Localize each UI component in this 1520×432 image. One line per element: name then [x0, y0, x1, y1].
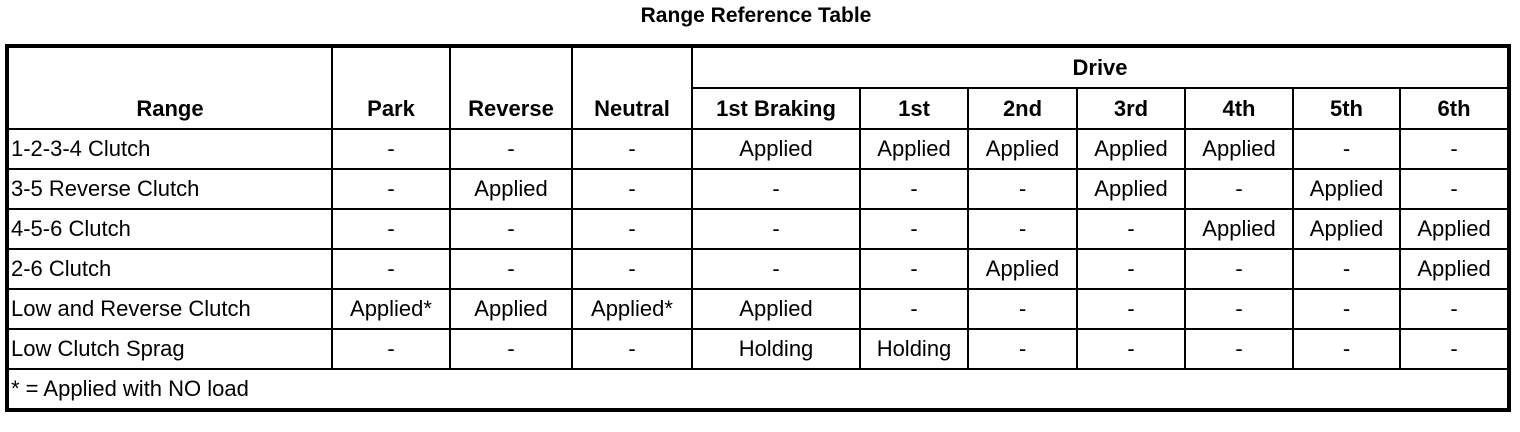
- row-label: 3-5 Reverse Clutch: [6, 168, 333, 210]
- header-park: Park: [331, 45, 451, 130]
- table-cell: -: [331, 208, 451, 250]
- table-cell: -: [1292, 128, 1401, 170]
- table-title: Range Reference Table: [640, 4, 872, 27]
- table-cell: Applied: [859, 128, 969, 170]
- table-cell: -: [1398, 328, 1511, 370]
- table-cell: Applied: [449, 168, 573, 210]
- table-cell: -: [859, 288, 969, 330]
- header-row: 1st Braking 1st 2nd 3rd 4th 5th 6th: [7, 87, 1511, 130]
- row-label: 1-2-3-4 Clutch: [6, 128, 333, 170]
- table-cell: -: [331, 328, 451, 370]
- table-cell: -: [1184, 168, 1294, 210]
- table-cell: Applied*: [571, 288, 693, 330]
- header-group-row: Range Park Reverse Neutral Drive: [6, 45, 1511, 130]
- table-cell: -: [571, 168, 693, 210]
- table-cell: -: [331, 128, 451, 170]
- header-neutral: Neutral: [571, 45, 693, 130]
- table-cell: -: [1184, 248, 1294, 290]
- row-label: Low Clutch Sprag: [6, 328, 333, 370]
- table-row: 3-5 Reverse Clutch - Applied - - - - Applied - Ap…: [6, 168, 1511, 210]
- table-cell: Applied: [1184, 128, 1294, 170]
- table-cell: Applied: [1292, 208, 1401, 250]
- table-cell: Applied: [691, 288, 861, 330]
- table-cell: -: [1184, 328, 1294, 370]
- table-cell: Applied: [1292, 168, 1401, 210]
- table-cell: Holding: [691, 328, 861, 370]
- table-cell: -: [449, 208, 573, 250]
- header-reverse: Reverse: [449, 45, 573, 130]
- table-cell: -: [691, 168, 861, 210]
- table-row: 1-2-3-4 Clutch - - - Applied Applied Applied Ap…: [6, 128, 1511, 170]
- table-cell: -: [1398, 168, 1511, 210]
- table-cell: -: [967, 288, 1078, 330]
- table-cell: -: [1076, 248, 1186, 290]
- table-cell: -: [571, 248, 693, 290]
- table-cell: Applied: [691, 128, 861, 170]
- table-cell: -: [967, 208, 1078, 250]
- footnote-row: * = Applied with NO load: [5, 368, 1511, 411]
- header-drive-10: 6th: [1398, 87, 1511, 130]
- table-cell: -: [967, 168, 1078, 210]
- table-cell: Applied: [449, 288, 573, 330]
- table-cell: Applied: [1076, 128, 1186, 170]
- row-label: Low and Reverse Clutch: [6, 288, 333, 330]
- table-cell: -: [449, 248, 573, 290]
- table-cell: -: [859, 168, 969, 210]
- row-label: 4-5-6 Clutch: [6, 208, 333, 250]
- table-cell: Applied: [967, 248, 1078, 290]
- table-cell: Applied: [967, 128, 1078, 170]
- table-cell: Applied: [1076, 168, 1186, 210]
- table-cell: -: [1292, 248, 1401, 290]
- table-cell: -: [859, 208, 969, 250]
- table-cell: -: [449, 328, 573, 370]
- table-cell: -: [1292, 288, 1401, 330]
- table-cell: -: [1076, 288, 1186, 330]
- table-cell: -: [691, 208, 861, 250]
- table-cell: -: [571, 328, 693, 370]
- table-cell: -: [571, 128, 693, 170]
- header-drive-5: 1st: [859, 87, 969, 130]
- table-cell: -: [571, 208, 693, 250]
- table-cell: -: [1076, 328, 1186, 370]
- header-drive-8: 4th: [1184, 87, 1294, 130]
- table-row: Low Clutch Sprag - - - Holding Holding - - - - -: [6, 328, 1511, 370]
- table-cell: Applied: [1398, 208, 1511, 250]
- header-drive-group: Drive: [690, 45, 1511, 89]
- row-label: 2-6 Clutch: [6, 248, 333, 290]
- header-drive-4: 1st Braking: [691, 87, 861, 130]
- header-range: Range: [6, 45, 333, 130]
- range-reference-table: Range Park Reverse Neutral Drive 1st Bra…: [5, 44, 1512, 412]
- table-cell: Holding: [859, 328, 969, 370]
- table-cell: -: [331, 168, 451, 210]
- table-cell: -: [1076, 208, 1186, 250]
- table-cell: -: [1398, 128, 1511, 170]
- table-cell: -: [331, 248, 451, 290]
- table-row: Low and Reverse Clutch Applied* Applied App…: [6, 288, 1511, 330]
- table-cell: -: [1184, 288, 1294, 330]
- table-cell: -: [691, 248, 861, 290]
- table-cell: Applied: [1398, 248, 1511, 290]
- table-row: 2-6 Clutch - - - - - Applied - - - Applied: [6, 248, 1511, 290]
- table-cell: -: [449, 128, 573, 170]
- table-cell: -: [859, 248, 969, 290]
- table-row: 4-5-6 Clutch - - - - - - - Applied Applied Applied: [6, 208, 1511, 250]
- table-cell: Applied: [1184, 208, 1294, 250]
- table-cell: -: [967, 328, 1078, 370]
- header-drive-9: 5th: [1292, 87, 1401, 130]
- table-cell: Applied*: [331, 288, 451, 330]
- footnote: * = Applied with NO load: [5, 368, 1511, 411]
- table-cell: -: [1292, 328, 1401, 370]
- header-drive-7: 3rd: [1076, 87, 1186, 130]
- table-cell: -: [1398, 288, 1511, 330]
- header-drive-6: 2nd: [967, 87, 1078, 130]
